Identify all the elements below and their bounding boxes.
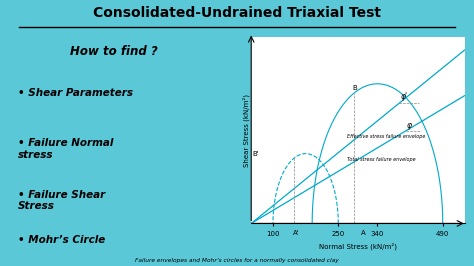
Text: • Shear Parameters: • Shear Parameters [18,88,133,98]
Text: φ: φ [407,121,411,130]
Text: A': A' [292,230,299,236]
Y-axis label: Shear Stress (kN/m²): Shear Stress (kN/m²) [242,94,250,167]
Text: • Failure Normal
stress: • Failure Normal stress [18,138,113,160]
Text: Consolidated-Undrained Triaxial Test: Consolidated-Undrained Triaxial Test [93,6,381,20]
Text: φ': φ' [401,92,408,101]
Text: Effective stress failure envelope: Effective stress failure envelope [347,134,425,139]
Text: • Mohr’s Circle: • Mohr’s Circle [18,235,105,245]
Text: • Failure Shear
Stress: • Failure Shear Stress [18,190,105,211]
Text: How to find ?: How to find ? [70,45,158,58]
Text: Failure envelopes and Mohr’s circles for a normally consolidated clay: Failure envelopes and Mohr’s circles for… [135,258,339,263]
Text: Total stress failure envelope: Total stress failure envelope [347,156,416,161]
Text: B: B [352,85,357,91]
Text: A: A [361,230,365,236]
Text: B': B' [252,151,259,157]
X-axis label: Normal Stress (kN/m²): Normal Stress (kN/m²) [319,243,397,250]
